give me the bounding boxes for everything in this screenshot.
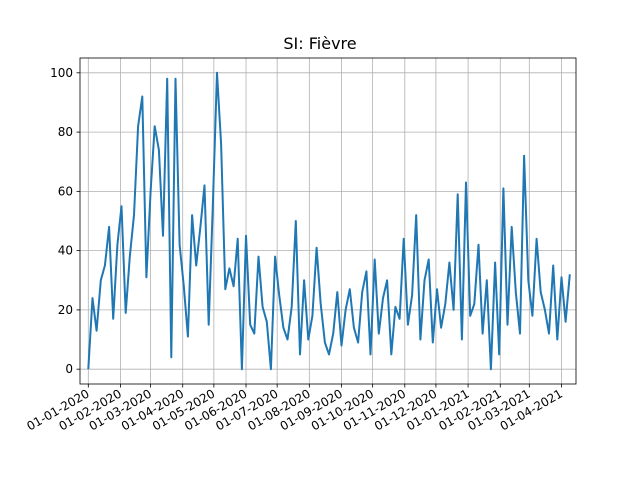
y-tick-label: 60 [58, 184, 73, 198]
y-tick-label: 20 [58, 303, 73, 317]
y-tick-label: 0 [65, 362, 73, 376]
y-tick-label: 40 [58, 244, 73, 258]
grid-lines [80, 58, 576, 384]
y-tick-label: 80 [58, 125, 73, 139]
plot-area-frame [79, 57, 577, 385]
chart-title: SI: Fièvre [283, 34, 356, 53]
series-line [87, 71, 571, 371]
axis-ticks [76, 72, 562, 388]
series-group [87, 71, 571, 371]
y-tick-label: 100 [50, 66, 73, 80]
